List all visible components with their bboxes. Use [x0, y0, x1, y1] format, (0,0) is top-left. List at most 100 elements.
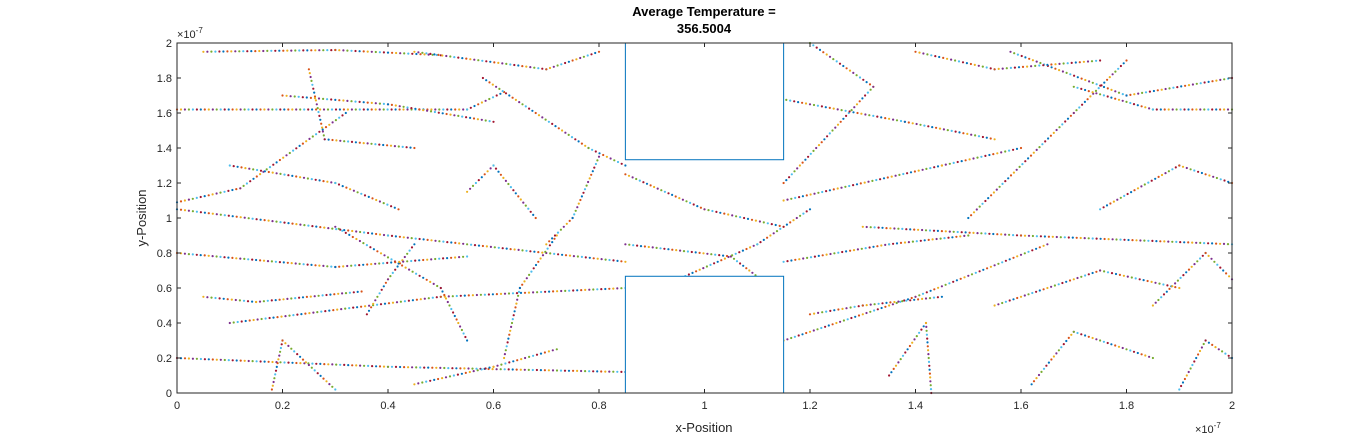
trajectory-point [399, 52, 402, 55]
trajectory-point [1086, 98, 1089, 101]
trajectory-point [339, 139, 342, 142]
trajectory-point [775, 230, 779, 233]
trajectory-point [1117, 98, 1121, 101]
trajectory-point [940, 164, 944, 167]
trajectory-point [921, 292, 925, 295]
trajectory-point [191, 210, 194, 213]
trajectory-point [244, 319, 247, 323]
trajectory-point [1054, 67, 1057, 70]
trajectory-point [1221, 350, 1224, 353]
trajectory-point [239, 257, 242, 260]
trajectory-point [1095, 338, 1098, 341]
trajectory-point [906, 298, 910, 301]
y-multiplier: ×10-7 [177, 26, 203, 41]
trajectory-point [1179, 241, 1182, 244]
trajectory-point [528, 355, 531, 358]
trajectory-point [1004, 180, 1007, 183]
trajectory-point [892, 118, 895, 121]
trajectory-point [746, 217, 750, 220]
trajectory-point [869, 226, 872, 229]
trajectory-point [579, 56, 582, 60]
trajectory-point [223, 256, 226, 259]
trajectory-point [485, 245, 488, 248]
trajectory-point [278, 49, 281, 52]
trajectory-point [1009, 66, 1013, 69]
trajectory-point [915, 335, 918, 338]
trajectory-point [410, 237, 413, 240]
trajectory-point [275, 220, 278, 223]
trajectory-point [951, 236, 954, 239]
trajectory-point [508, 361, 511, 364]
trajectory-point [268, 316, 271, 320]
trajectory-point [1070, 333, 1073, 336]
trajectory-point [1038, 289, 1041, 292]
trajectory-point [836, 108, 839, 111]
trajectory-point [310, 366, 313, 369]
trajectory-point [436, 284, 439, 288]
trajectory-point [513, 248, 516, 251]
trajectory-point [1226, 108, 1230, 111]
trajectory-point [1191, 108, 1194, 111]
trajectory-point [802, 212, 805, 215]
trajectory-point [745, 267, 748, 270]
trajectory-point [934, 55, 937, 58]
trajectory-point [507, 292, 511, 295]
trajectory-point [635, 177, 638, 181]
trajectory-point [367, 364, 370, 367]
trajectory-point [291, 174, 294, 177]
trajectory-point [801, 161, 804, 164]
trajectory-point [1091, 81, 1094, 84]
trajectory-point [425, 278, 428, 281]
trajectory-point [315, 133, 318, 136]
trajectory-point [828, 55, 832, 58]
trajectory-point [1171, 240, 1174, 243]
trajectory-point [1094, 89, 1098, 92]
trajectory-point [687, 273, 691, 276]
y-tick-label: 2 [166, 38, 172, 50]
trajectory-point [758, 220, 762, 223]
trajectory-point [387, 302, 391, 305]
trajectory-point [238, 299, 241, 302]
trajectory-point [481, 59, 484, 62]
trajectory-point [1226, 243, 1230, 246]
trajectory-point [1016, 296, 1019, 300]
trajectory-point [507, 368, 510, 371]
trajectory-point [992, 153, 995, 156]
trajectory-point [833, 309, 836, 312]
trajectory-point [1199, 108, 1202, 111]
trajectory-point [667, 248, 670, 251]
trajectory-point [1099, 237, 1102, 240]
trajectory-point [872, 85, 875, 88]
trajectory-point [403, 300, 406, 303]
trajectory-point [785, 223, 789, 226]
trajectory-point [793, 170, 796, 173]
trajectory-point [1031, 291, 1034, 295]
trajectory-point [262, 49, 265, 53]
trajectory-point [325, 293, 328, 297]
trajectory-point [869, 310, 872, 313]
trajectory-point [386, 256, 390, 259]
trajectory-point [1168, 87, 1171, 90]
trajectory-point [923, 239, 926, 242]
trajectory-point [869, 303, 872, 306]
x-multiplier: ×10-7 [1195, 421, 1221, 436]
trajectory-point [1027, 250, 1030, 253]
trajectory-point [309, 75, 312, 79]
trajectory-point [264, 317, 267, 320]
trajectory-point [933, 288, 936, 291]
trajectory-point [537, 114, 541, 117]
trajectory-point [1160, 88, 1163, 91]
trajectory-point [587, 180, 590, 184]
trajectory-point [993, 304, 996, 307]
trajectory-point [382, 365, 386, 368]
trajectory [202, 290, 363, 304]
trajectory-point [206, 50, 209, 53]
trajectory-point [521, 283, 524, 286]
trajectory-point [288, 314, 291, 317]
trajectory-point [570, 136, 574, 139]
x-axis-ticks: 0 0.2 0.4 0.6 0.8 1 1.2 1.4 1.6 1.8 2 [174, 43, 1235, 412]
trajectory-point [211, 108, 214, 111]
trajectory-point [232, 165, 235, 168]
trajectory-point [560, 63, 563, 66]
trajectory-point [263, 219, 266, 222]
